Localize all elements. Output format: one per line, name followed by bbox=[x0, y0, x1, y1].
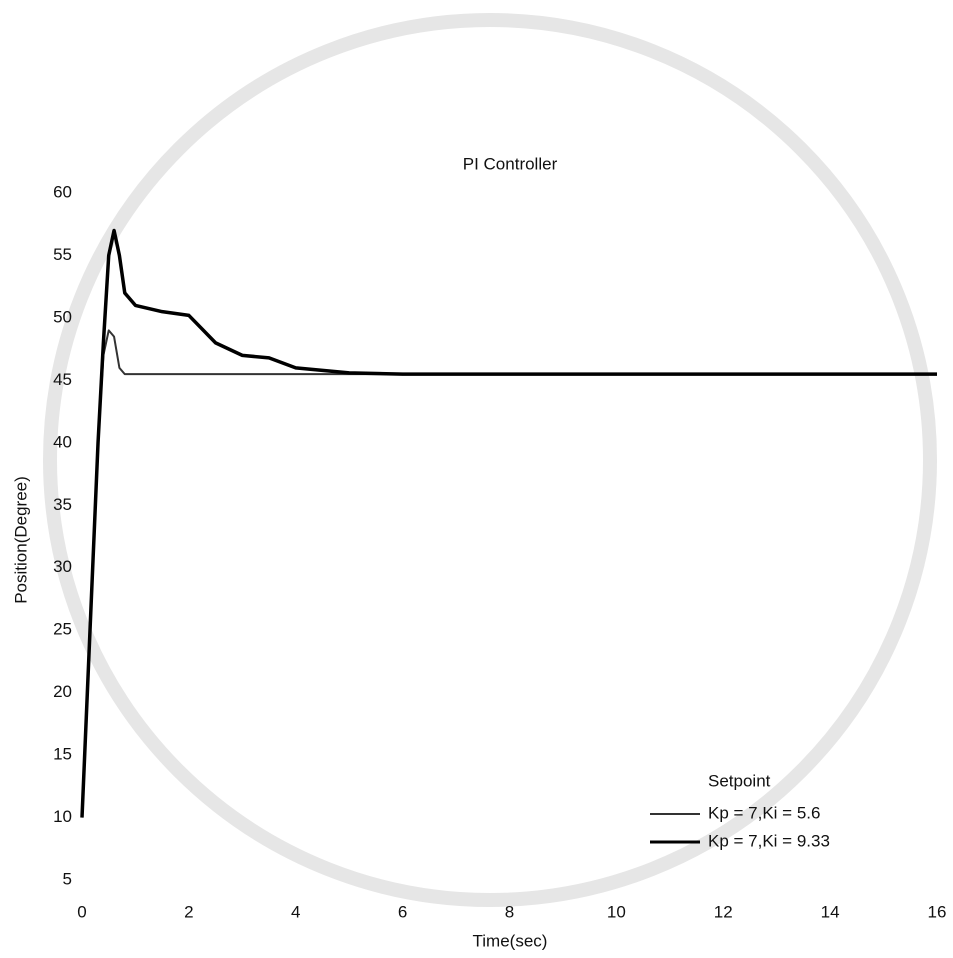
x-tick-label: 0 bbox=[77, 902, 86, 921]
chart-title: PI Controller bbox=[463, 154, 558, 173]
legend-title: Setpoint bbox=[708, 771, 771, 790]
x-tick-label: 6 bbox=[398, 902, 407, 921]
x-axis-label: Time(sec) bbox=[473, 931, 548, 950]
x-tick-label: 2 bbox=[184, 902, 193, 921]
y-tick-label: 15 bbox=[53, 745, 72, 764]
y-tick-label: 60 bbox=[53, 182, 72, 201]
y-tick-label: 20 bbox=[53, 682, 72, 701]
y-tick-label: 45 bbox=[53, 370, 72, 389]
y-tick-label: 10 bbox=[53, 807, 72, 826]
y-tick-label: 5 bbox=[63, 869, 72, 888]
x-tick-label: 12 bbox=[714, 902, 733, 921]
legend-label: Kp = 7,Ki = 9.33 bbox=[708, 831, 830, 850]
x-tick-label: 8 bbox=[505, 902, 514, 921]
x-tick-label: 14 bbox=[821, 902, 840, 921]
x-tick-label: 4 bbox=[291, 902, 300, 921]
y-tick-label: 25 bbox=[53, 620, 72, 639]
x-tick-label: 16 bbox=[928, 902, 947, 921]
watermark bbox=[43, 13, 937, 907]
legend-label: Kp = 7,Ki = 5.6 bbox=[708, 803, 820, 822]
y-tick-label: 35 bbox=[53, 495, 72, 514]
y-tick-label: 40 bbox=[53, 432, 72, 451]
y-tick-label: 30 bbox=[53, 557, 72, 576]
series-line bbox=[81, 329, 937, 818]
series-line bbox=[80, 228, 937, 818]
y-tick-label: 50 bbox=[53, 307, 72, 326]
y-axis-label: Position(Degree) bbox=[11, 476, 30, 604]
y-tick-label: 55 bbox=[53, 245, 72, 264]
x-tick-label: 10 bbox=[607, 902, 626, 921]
